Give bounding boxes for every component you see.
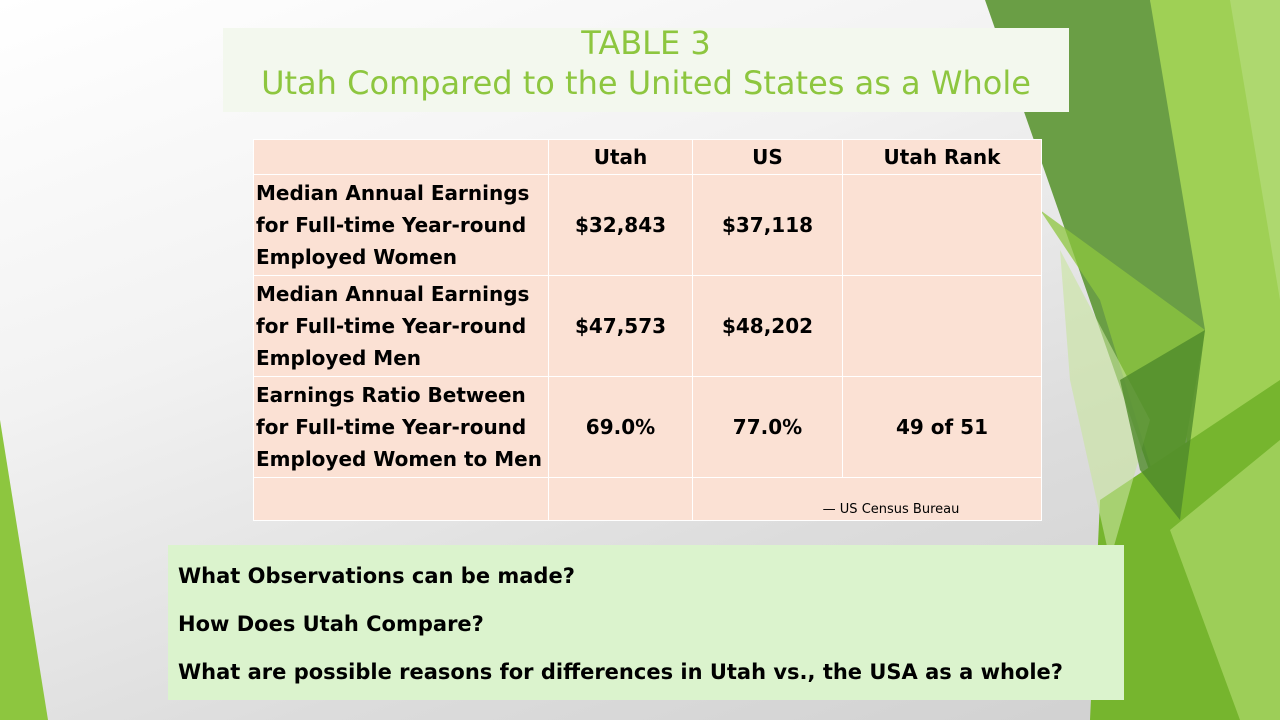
table-footer-row: — US Census Bureau bbox=[253, 477, 1042, 521]
question-item: How Does Utah Compare? bbox=[178, 612, 484, 636]
discussion-questions: What Observations can be made? How Does … bbox=[168, 545, 1124, 700]
utah-value: $47,573 bbox=[548, 275, 693, 377]
footer-cell-blank bbox=[548, 477, 693, 521]
slide-title: TABLE 3 Utah Compared to the United Stat… bbox=[223, 24, 1069, 112]
us-value: $37,118 bbox=[692, 174, 843, 276]
comparison-table: Utah US Utah Rank Median Annual Earnings… bbox=[253, 139, 1042, 521]
us-value: $48,202 bbox=[692, 275, 843, 377]
row-label: Earnings Ratio Between for Full-time Yea… bbox=[253, 376, 549, 478]
row-label: Median Annual Earnings for Full-time Yea… bbox=[253, 174, 549, 276]
left-green-shape bbox=[0, 420, 48, 720]
utah-value: 69.0% bbox=[548, 376, 693, 478]
table-row: Median Annual Earnings for Full-time Yea… bbox=[253, 174, 1042, 276]
question-item: What Observations can be made? bbox=[178, 564, 575, 588]
utah-rank-value bbox=[842, 275, 1042, 377]
header-cell-utah: Utah bbox=[548, 139, 693, 175]
footer-cell-blank bbox=[253, 477, 549, 521]
table-header-row: Utah US Utah Rank bbox=[253, 139, 1042, 175]
title-table-number: TABLE 3 bbox=[581, 24, 711, 62]
right-panel-deep bbox=[1120, 330, 1205, 520]
utah-rank-value: 49 of 51 bbox=[842, 376, 1042, 478]
row-label: Median Annual Earnings for Full-time Yea… bbox=[253, 275, 549, 377]
right-panel-edge bbox=[1230, 0, 1280, 300]
header-cell-us: US bbox=[692, 139, 843, 175]
right-panel-pale bbox=[1060, 250, 1150, 560]
title-subtitle: Utah Compared to the United States as a … bbox=[261, 64, 1031, 102]
utah-value: $32,843 bbox=[548, 174, 693, 276]
utah-rank-value bbox=[842, 174, 1042, 276]
source-citation: — US Census Bureau bbox=[692, 477, 1042, 521]
right-panel-lower-light bbox=[1170, 440, 1280, 720]
question-item: What are possible reasons for difference… bbox=[178, 660, 1063, 684]
table-row: Earnings Ratio Between for Full-time Yea… bbox=[253, 376, 1042, 478]
header-cell-blank bbox=[253, 139, 549, 175]
us-value: 77.0% bbox=[692, 376, 843, 478]
header-cell-utah-rank: Utah Rank bbox=[842, 139, 1042, 175]
table-row: Median Annual Earnings for Full-time Yea… bbox=[253, 275, 1042, 377]
